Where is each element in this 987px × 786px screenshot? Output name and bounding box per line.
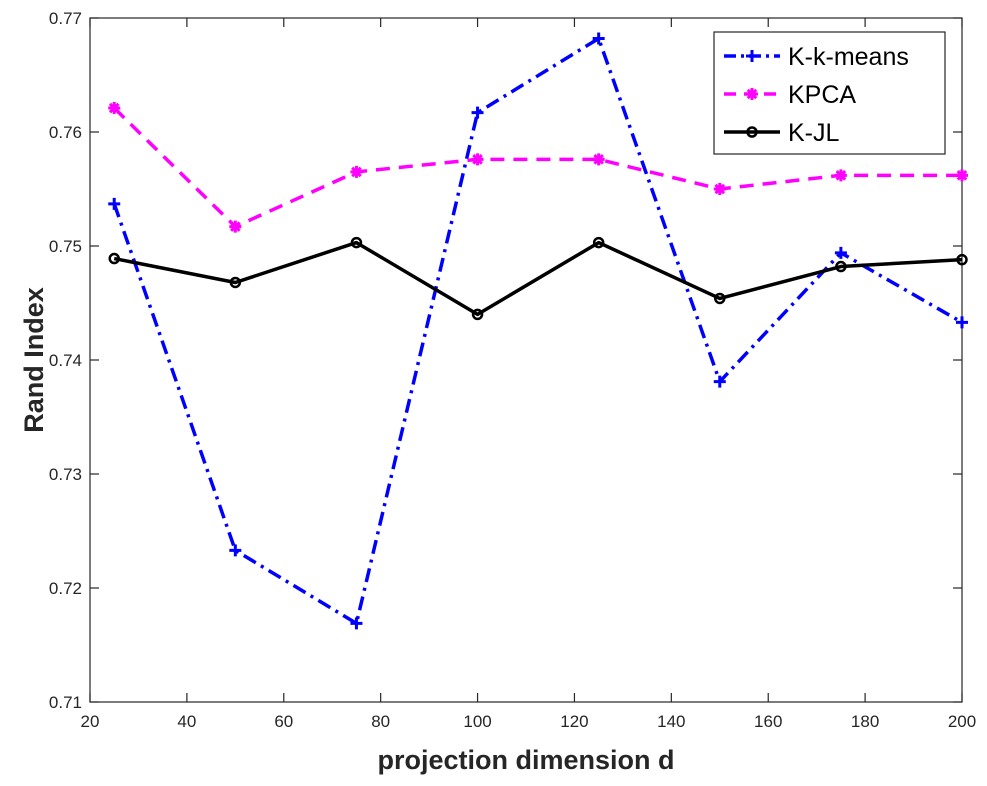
legend-item-kpca: KPCA bbox=[724, 81, 856, 109]
data-point-k-k-means bbox=[350, 617, 363, 630]
legend-marker-kpca bbox=[746, 88, 758, 100]
data-point-k-jl bbox=[956, 253, 968, 266]
data-point-k-k-means bbox=[471, 106, 484, 119]
data-point-kpca bbox=[834, 169, 847, 182]
x-tick-label: 100 bbox=[463, 712, 491, 731]
legend-item-k-k-means: K-k-means bbox=[724, 43, 909, 71]
legend-marker-k-k-means bbox=[746, 50, 758, 62]
y-tick-label: 0.71 bbox=[49, 693, 82, 712]
x-tick-label: 20 bbox=[81, 712, 100, 731]
y-axis-label: Rand Index bbox=[19, 287, 49, 433]
data-point-k-k-means bbox=[229, 544, 242, 557]
data-point-k-jl bbox=[592, 236, 605, 249]
data-point-kpca bbox=[350, 165, 363, 178]
data-point-k-jl bbox=[835, 260, 847, 273]
x-tick-label: 120 bbox=[560, 712, 588, 731]
series-line-kpca bbox=[112, 106, 962, 229]
data-point-k-jl bbox=[229, 276, 242, 289]
legend-item-k-jl: K-JL bbox=[724, 119, 840, 147]
x-tick-label: 160 bbox=[754, 712, 782, 731]
data-point-k-jl bbox=[471, 308, 484, 321]
y-tick-label: 0.74 bbox=[49, 351, 82, 370]
series-line-k-jl bbox=[113, 240, 963, 317]
x-axis-ticks: 20 40 60 80 100 120 140 160 180 200 bbox=[81, 18, 976, 731]
data-point-k-jl bbox=[350, 236, 363, 249]
x-tick-label: 200 bbox=[948, 712, 976, 731]
series-kpca bbox=[108, 102, 968, 233]
data-point-kpca bbox=[956, 169, 968, 182]
y-axis-ticks: 0.71 0.72 0.73 0.74 0.75 0.76 0.77 bbox=[49, 9, 962, 712]
legend-label-k-k-means: K-k-means bbox=[788, 43, 909, 71]
legend-label-kpca: KPCA bbox=[788, 81, 856, 109]
data-point-k-jl bbox=[108, 252, 120, 265]
y-tick-label: 0.72 bbox=[49, 579, 82, 598]
data-point-k-k-means bbox=[834, 246, 847, 259]
data-point-kpca bbox=[108, 102, 121, 115]
data-point-k-k-means bbox=[108, 197, 121, 210]
data-point-kpca bbox=[471, 153, 484, 166]
legend-label-k-jl: K-JL bbox=[788, 119, 840, 147]
data-point-kpca bbox=[592, 153, 605, 166]
x-tick-label: 80 bbox=[371, 712, 390, 731]
x-tick-label: 40 bbox=[177, 712, 196, 731]
data-point-k-jl bbox=[714, 292, 726, 305]
y-tick-label: 0.75 bbox=[49, 237, 82, 256]
series-k-k-means bbox=[108, 32, 968, 630]
x-tick-label: 140 bbox=[657, 712, 685, 731]
data-point-k-k-means bbox=[592, 32, 605, 45]
y-tick-label: 0.73 bbox=[49, 465, 82, 484]
data-point-kpca bbox=[713, 183, 726, 195]
y-tick-label: 0.76 bbox=[49, 123, 82, 142]
legend: K-k-means KPCA K-JL bbox=[713, 31, 946, 155]
legend-marker-k-jl bbox=[746, 126, 758, 138]
y-tick-label: 0.77 bbox=[49, 9, 82, 28]
x-tick-label: 60 bbox=[274, 712, 293, 731]
series-line-k-k-means bbox=[112, 36, 963, 626]
series-k-jl bbox=[108, 236, 968, 321]
data-point-k-k-means bbox=[956, 316, 968, 329]
x-axis-label: projection dimension d bbox=[377, 745, 674, 775]
x-tick-label: 180 bbox=[851, 712, 879, 731]
series-layer bbox=[108, 32, 968, 630]
data-point-kpca bbox=[229, 220, 242, 233]
data-point-k-k-means bbox=[713, 375, 726, 388]
